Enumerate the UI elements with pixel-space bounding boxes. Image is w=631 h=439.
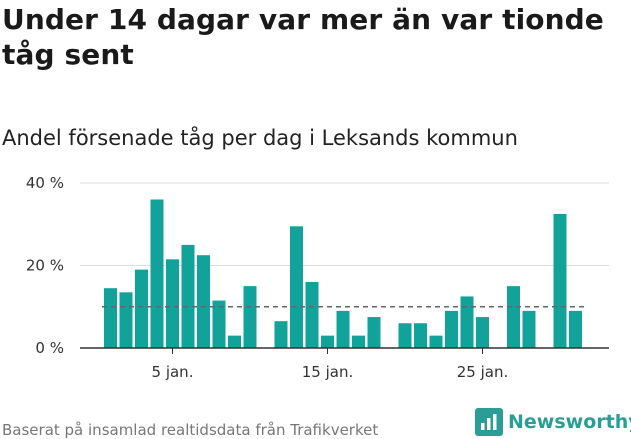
y-tick-label: 20 % [26,257,64,275]
source-note: Baserat på insamlad realtidsdata från Tr… [2,421,379,439]
bar [507,286,520,348]
bar [119,292,133,348]
bar [553,213,567,348]
bar [274,321,288,348]
x-tick-label: 25 jan. [457,363,509,381]
bar [522,310,536,348]
bar [243,286,257,348]
bar [569,310,582,348]
y-tick-label: 40 % [26,174,64,192]
x-tick-label: 5 jan. [152,363,194,381]
bar [445,310,458,348]
bar [305,282,319,348]
bar [104,288,117,348]
bar [212,300,226,348]
chart-title: Under 14 dagar var mer än var tionde tåg… [2,3,604,71]
chart-subtitle: Andel försenade tåg per dag i Leksands k… [2,126,518,150]
bars-layer [104,199,582,348]
bar [181,244,195,348]
bar [476,317,489,348]
bar [135,269,148,348]
bar [429,335,443,348]
bar [321,335,334,348]
bar [290,226,303,348]
bar [166,259,179,348]
bar [197,255,210,348]
bar [460,296,474,348]
brand-name: Newsworthy [508,411,631,433]
bar [352,335,365,348]
bar [150,199,164,348]
newsworthy-logo-icon [475,408,503,436]
y-tick-label: 0 % [35,339,64,357]
brand-logo: Newsworthy [475,408,631,436]
bar [228,335,241,348]
bar [336,310,350,348]
axis-layer: 0 % 20 % 40 % 5 jan. 15 jan. 25 jan. [26,174,609,381]
bar [367,317,381,348]
bar [398,323,412,348]
bar [414,323,427,348]
x-tick-label: 15 jan. [302,363,354,381]
